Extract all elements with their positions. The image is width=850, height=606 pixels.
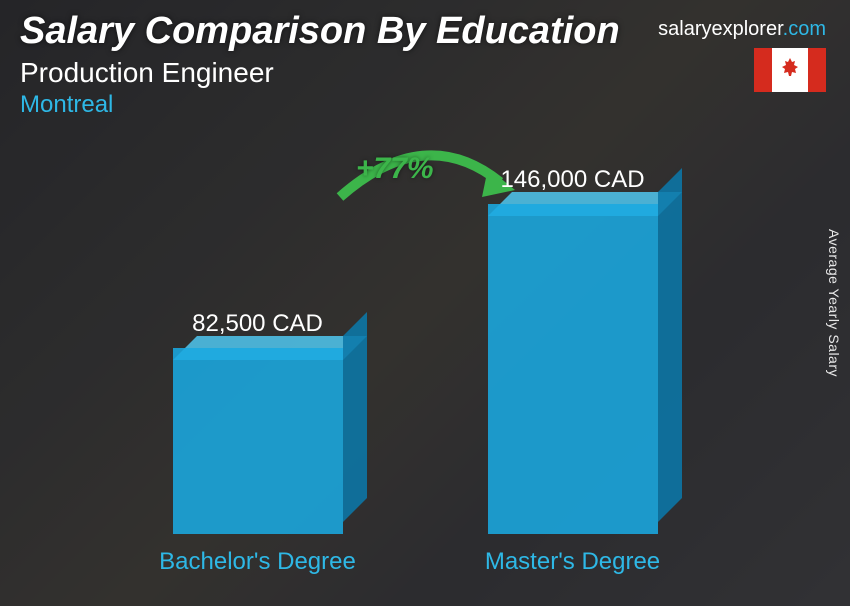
bar-category-label: Master's Degree	[485, 548, 660, 576]
location-label: Montreal	[20, 91, 620, 119]
brand-suffix: .com	[783, 18, 826, 40]
bar-front-face	[488, 204, 658, 534]
brand-link[interactable]: salaryexplorer.com	[658, 18, 826, 41]
bar-side-face	[658, 168, 682, 522]
bar-column: 146,000 CAD Master's Degree	[443, 166, 703, 576]
header-block: Salary Comparison By Education Productio…	[20, 10, 620, 119]
country-flag-icon	[754, 48, 826, 92]
flag-band-left	[754, 48, 772, 92]
flag-maple-leaf-icon	[772, 48, 808, 92]
job-subtitle: Production Engineer	[20, 57, 620, 89]
brand-name: salaryexplorer	[658, 18, 783, 40]
bar-column: 82,500 CAD Bachelor's Degree	[128, 310, 388, 576]
bar-front-face	[173, 348, 343, 534]
bar-category-label: Bachelor's Degree	[159, 548, 356, 576]
bar-3d	[488, 204, 658, 534]
y-axis-label: Average Yearly Salary	[826, 229, 842, 377]
bar-value-label: 82,500 CAD	[192, 310, 323, 338]
bar-value-label: 146,000 CAD	[500, 166, 644, 194]
page-title: Salary Comparison By Education	[20, 10, 620, 53]
bar-3d	[173, 348, 343, 534]
bar-side-face	[343, 312, 367, 522]
flag-band-right	[808, 48, 826, 92]
bar-chart: 82,500 CAD Bachelor's Degree 146,000 CAD Ma…	[100, 150, 730, 576]
